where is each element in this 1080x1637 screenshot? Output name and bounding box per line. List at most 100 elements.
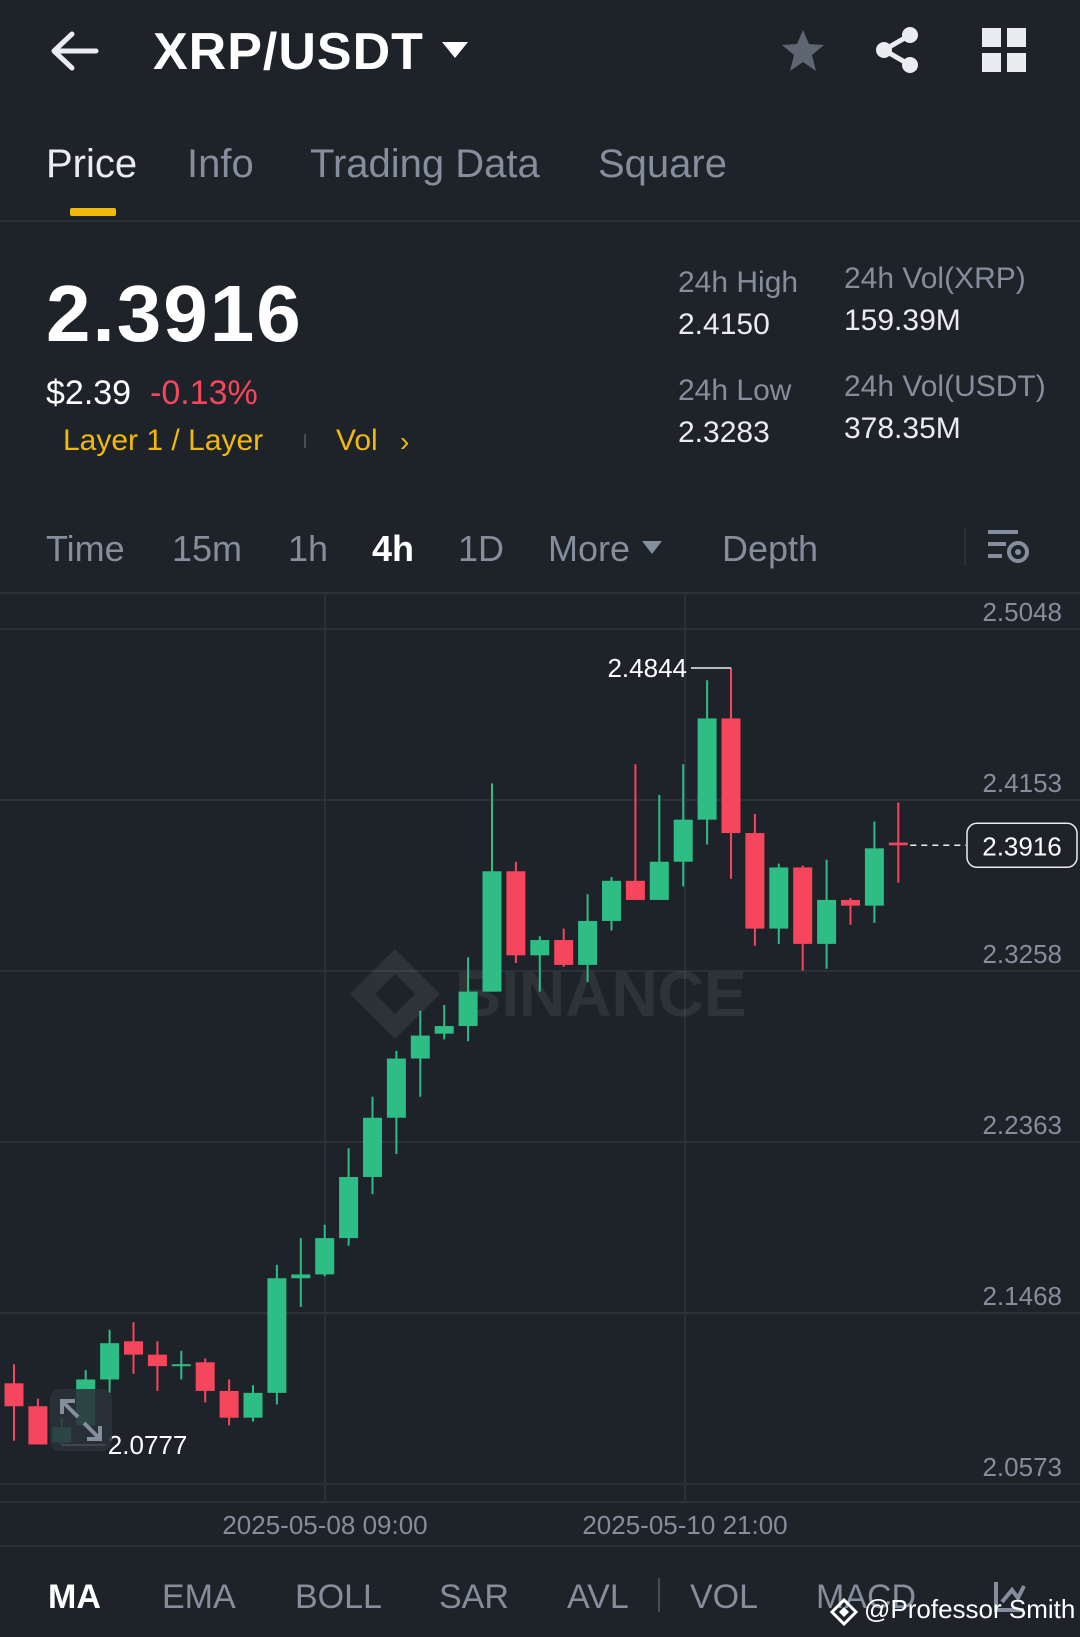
candle-body <box>554 940 574 965</box>
binance-watermark-logo <box>350 949 440 1039</box>
candle-body <box>841 899 860 906</box>
indicator-divider <box>658 1578 660 1612</box>
timeframe-more[interactable]: More <box>548 528 631 569</box>
candle-body <box>100 1343 120 1380</box>
top-bar: XRP/USDT <box>0 0 1080 110</box>
chevron-right-icon[interactable]: › <box>400 426 410 457</box>
candle-body <box>147 1354 167 1367</box>
tab-trading-data[interactable]: Trading Data <box>310 142 540 186</box>
candle-body <box>363 1117 382 1177</box>
candle-body <box>410 1035 430 1059</box>
y-tick-label: 2.5048 <box>982 597 1062 627</box>
section-tabs: Price Info Trading Data Square <box>0 130 1080 222</box>
vol-xrp-label: 24h Vol(XRP) <box>844 262 1026 295</box>
y-tick-label: 2.1468 <box>982 1281 1062 1311</box>
indicator-settings-icon[interactable] <box>992 1578 1028 1614</box>
indicator-vol[interactable]: VOL <box>690 1578 759 1616</box>
candle-body <box>267 1278 287 1393</box>
candle-body <box>243 1392 263 1418</box>
binance-watermark: BINANCE <box>350 949 747 1039</box>
category-tag[interactable]: Layer 1 / Layer <box>63 424 264 457</box>
candle-body <box>625 880 645 900</box>
candlestick-chart[interactable]: 2.5048 2.4153 2.3258 2.2363 2.1468 2.0573 2025… <box>0 592 1080 1554</box>
candle-body <box>602 880 621 921</box>
low-24h-value: 2.3283 <box>678 416 770 449</box>
candle-body <box>649 861 669 900</box>
candle-body <box>506 871 526 956</box>
share-icon[interactable] <box>872 24 924 76</box>
vol-usdt-value: 378.35M <box>844 412 961 445</box>
usd-price: $2.39 <box>46 374 132 412</box>
candle-body <box>888 842 908 846</box>
indicator-bar-divider <box>0 1545 1080 1547</box>
y-tick-label: 2.4153 <box>982 768 1062 798</box>
chart-canvas[interactable]: 2.5048 2.4153 2.3258 2.2363 2.1468 2.0573 2025… <box>0 594 1080 1554</box>
candle-body <box>434 1026 454 1034</box>
high-24h-label: 24h High <box>678 266 799 299</box>
expand-chart-icon[interactable] <box>50 1389 112 1451</box>
chart-settings-icon[interactable] <box>986 524 1030 568</box>
binance-watermark-text: BINANCE <box>455 958 747 1030</box>
pair-title[interactable]: XRP/USDT <box>153 23 424 81</box>
price-change-percent: -0.13% <box>150 374 258 412</box>
candle-body <box>315 1238 335 1275</box>
tab-price[interactable]: Price <box>46 142 138 186</box>
timeframe-time[interactable]: Time <box>46 528 125 569</box>
tab-square[interactable]: Square <box>598 142 727 186</box>
tag-divider <box>304 434 306 448</box>
candle-body <box>745 833 765 929</box>
y-tick-label: 2.0573 <box>982 1452 1062 1482</box>
more-caret-icon[interactable] <box>641 540 663 556</box>
author-credit: @Professor Smith <box>864 1594 1076 1624</box>
timeframe-depth[interactable]: Depth <box>722 528 819 569</box>
candle-body <box>28 1406 48 1445</box>
last-price: 2.3916 <box>46 269 303 358</box>
candle-body <box>697 718 717 820</box>
max-price-label: 2.4844 <box>607 653 687 683</box>
low-24h-label: 24h Low <box>678 374 792 407</box>
timeframe-4h[interactable]: 4h <box>372 528 415 569</box>
candle-body <box>171 1364 191 1367</box>
candle-body <box>4 1383 24 1407</box>
high-24h-value: 2.4150 <box>678 308 770 341</box>
y-tick-label: 2.2363 <box>982 1110 1062 1140</box>
min-price-label: 2.0777 <box>108 1430 188 1460</box>
indicator-ma[interactable]: MA <box>48 1578 101 1616</box>
timeframe-1d[interactable]: 1D <box>458 528 505 569</box>
candle-body <box>793 867 813 944</box>
x-tick-label: 2025-05-10 21:00 <box>582 1510 787 1540</box>
last-price-pill-label: 2.3916 <box>982 831 1062 861</box>
candle-body <box>482 871 502 992</box>
binance-logo-icon <box>829 1597 859 1627</box>
favorite-star-icon[interactable] <box>778 26 828 76</box>
candle-body <box>291 1274 311 1279</box>
toolbar-divider <box>964 528 966 566</box>
candle-body <box>458 991 478 1027</box>
candle-body <box>124 1341 143 1355</box>
candle-body <box>721 718 741 834</box>
candle-body <box>864 848 884 906</box>
x-tick-label: 2025-05-08 09:00 <box>222 1510 427 1540</box>
indicator-sar[interactable]: SAR <box>439 1578 509 1616</box>
tab-info[interactable]: Info <box>187 142 254 186</box>
candle-body <box>673 819 693 862</box>
vol-usdt-label: 24h Vol(USDT) <box>844 370 1046 403</box>
vol-tag[interactable]: Vol <box>336 424 378 457</box>
grid-menu-icon[interactable] <box>982 28 1026 72</box>
pair-dropdown-icon[interactable] <box>440 40 470 62</box>
timeframe-15m[interactable]: 15m <box>172 528 243 569</box>
candle-body <box>339 1176 359 1239</box>
candle-body <box>386 1058 406 1118</box>
candle-body <box>219 1390 239 1418</box>
last-price-pill <box>966 822 1078 869</box>
indicator-ema[interactable]: EMA <box>162 1578 236 1616</box>
indicator-avl[interactable]: AVL <box>567 1578 629 1616</box>
active-tab-indicator <box>70 208 116 216</box>
back-arrow-icon[interactable] <box>48 26 104 76</box>
candle-body <box>769 867 789 929</box>
candle-body <box>578 920 598 965</box>
timeframe-1h[interactable]: 1h <box>288 528 329 569</box>
candle-body <box>195 1362 215 1391</box>
y-tick-label: 2.3258 <box>982 939 1062 969</box>
indicator-boll[interactable]: BOLL <box>295 1578 382 1616</box>
